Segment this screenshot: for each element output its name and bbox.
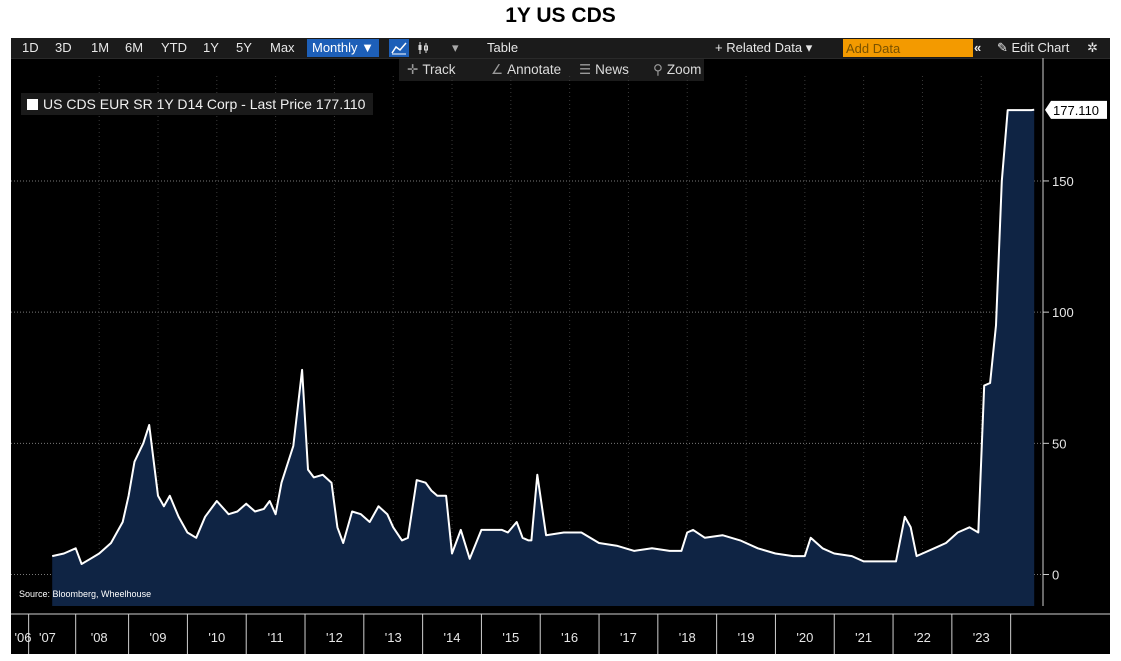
frequency-dropdown[interactable]: Monthly ▼ bbox=[307, 39, 379, 57]
x-tick-label: '09 bbox=[150, 630, 167, 645]
zoom-button[interactable]: ⚲ Zoom bbox=[653, 62, 701, 78]
last-price-tag bbox=[1045, 100, 1107, 119]
annotate-button[interactable]: ∠ Annotate bbox=[491, 62, 561, 78]
legend-label: US CDS EUR SR 1Y D14 Corp - Last Price 1… bbox=[43, 96, 366, 112]
x-tick-label: '21 bbox=[855, 630, 872, 645]
x-tick-label: '20 bbox=[796, 630, 813, 645]
candlestick-icon[interactable] bbox=[417, 40, 429, 59]
news-label: News bbox=[595, 62, 629, 77]
range-1d-button[interactable]: 1D bbox=[22, 40, 39, 55]
pencil-icon: ∠ bbox=[491, 62, 504, 77]
source-note: Source: Bloomberg, Wheelhouse bbox=[19, 589, 152, 599]
x-tick-label: '12 bbox=[326, 630, 343, 645]
x-tick-label: '23 bbox=[973, 630, 990, 645]
collapse-icon[interactable]: « bbox=[974, 40, 982, 55]
settings-gear-icon[interactable]: ✲ bbox=[1087, 40, 1098, 55]
crosshair-icon: ✛ bbox=[407, 62, 419, 77]
cds-area-chart: 0 50 100 150 177.110 '06 '07 '08 '09 '10 '11 '12 '13… bbox=[11, 58, 1110, 654]
y-tick-label-50: 50 bbox=[1052, 436, 1066, 451]
y-tick-label-150: 150 bbox=[1052, 174, 1074, 189]
range-1m-button[interactable]: 1M bbox=[91, 40, 110, 55]
range-1y-button[interactable]: 1Y bbox=[203, 40, 219, 55]
x-tick-label: '17 bbox=[620, 630, 637, 645]
magnifier-icon: ⚲ bbox=[653, 62, 663, 77]
track-button[interactable]: ✛ Track bbox=[407, 62, 456, 78]
x-tick-label: '16 bbox=[561, 630, 578, 645]
edit-chart-button[interactable]: ✎ Edit Chart bbox=[997, 40, 1070, 55]
x-tick-label: '06 bbox=[15, 630, 32, 645]
page-title: 1Y US CDS bbox=[505, 4, 616, 27]
chart-subtoolbar: ✛ Track ∠ Annotate ☰ News ⚲ Zoom bbox=[399, 59, 704, 81]
chart-options-dropdown[interactable]: ▾ bbox=[452, 40, 459, 55]
x-tick-label: '15 bbox=[502, 630, 519, 645]
x-tick-label: '14 bbox=[444, 630, 461, 645]
annotate-label: Annotate bbox=[507, 62, 562, 77]
last-price-label: 177.110 bbox=[1053, 103, 1099, 118]
y-tick-label-100: 100 bbox=[1052, 305, 1074, 320]
table-button[interactable]: Table bbox=[487, 40, 519, 55]
chart-legend: US CDS EUR SR 1Y D14 Corp - Last Price 1… bbox=[21, 93, 374, 115]
range-6m-button[interactable]: 6M bbox=[125, 40, 144, 55]
range-3d-button[interactable]: 3D bbox=[55, 40, 72, 55]
x-tick-label: '11 bbox=[268, 630, 284, 645]
related-data-button[interactable]: + Related Data ▾ bbox=[715, 40, 813, 55]
x-tick-label: '22 bbox=[914, 630, 931, 645]
news-icon: ☰ bbox=[579, 62, 592, 77]
series-area bbox=[52, 109, 1035, 607]
x-tick-label: '07 bbox=[39, 630, 56, 645]
x-tick-label: '18 bbox=[679, 630, 696, 645]
news-button[interactable]: ☰ News bbox=[579, 62, 629, 78]
x-tick-label: '19 bbox=[738, 630, 755, 645]
zoom-label: Zoom bbox=[666, 62, 702, 77]
x-tick-label: '08 bbox=[91, 630, 108, 645]
x-tick-label: '10 bbox=[208, 630, 225, 645]
line-chart-icon[interactable] bbox=[389, 39, 409, 57]
range-ytd-button[interactable]: YTD bbox=[161, 40, 187, 55]
track-label: Track bbox=[422, 62, 456, 77]
chart-toolbar: 1D 3D 1M 6M YTD 1Y 5Y Max Monthly ▼ ▾ Ta… bbox=[11, 38, 1110, 59]
range-5y-button[interactable]: 5Y bbox=[236, 40, 252, 55]
x-tick-label: '13 bbox=[385, 630, 402, 645]
add-data-input[interactable] bbox=[843, 39, 973, 57]
x-axis-band bbox=[11, 614, 1110, 654]
series-line bbox=[51, 108, 1035, 565]
range-max-button[interactable]: Max bbox=[270, 40, 295, 55]
legend-swatch bbox=[27, 99, 38, 110]
chart-window: 1D 3D 1M 6M YTD 1Y 5Y Max Monthly ▼ ▾ Ta… bbox=[11, 38, 1110, 654]
y-tick-label-0: 0 bbox=[1052, 568, 1059, 583]
